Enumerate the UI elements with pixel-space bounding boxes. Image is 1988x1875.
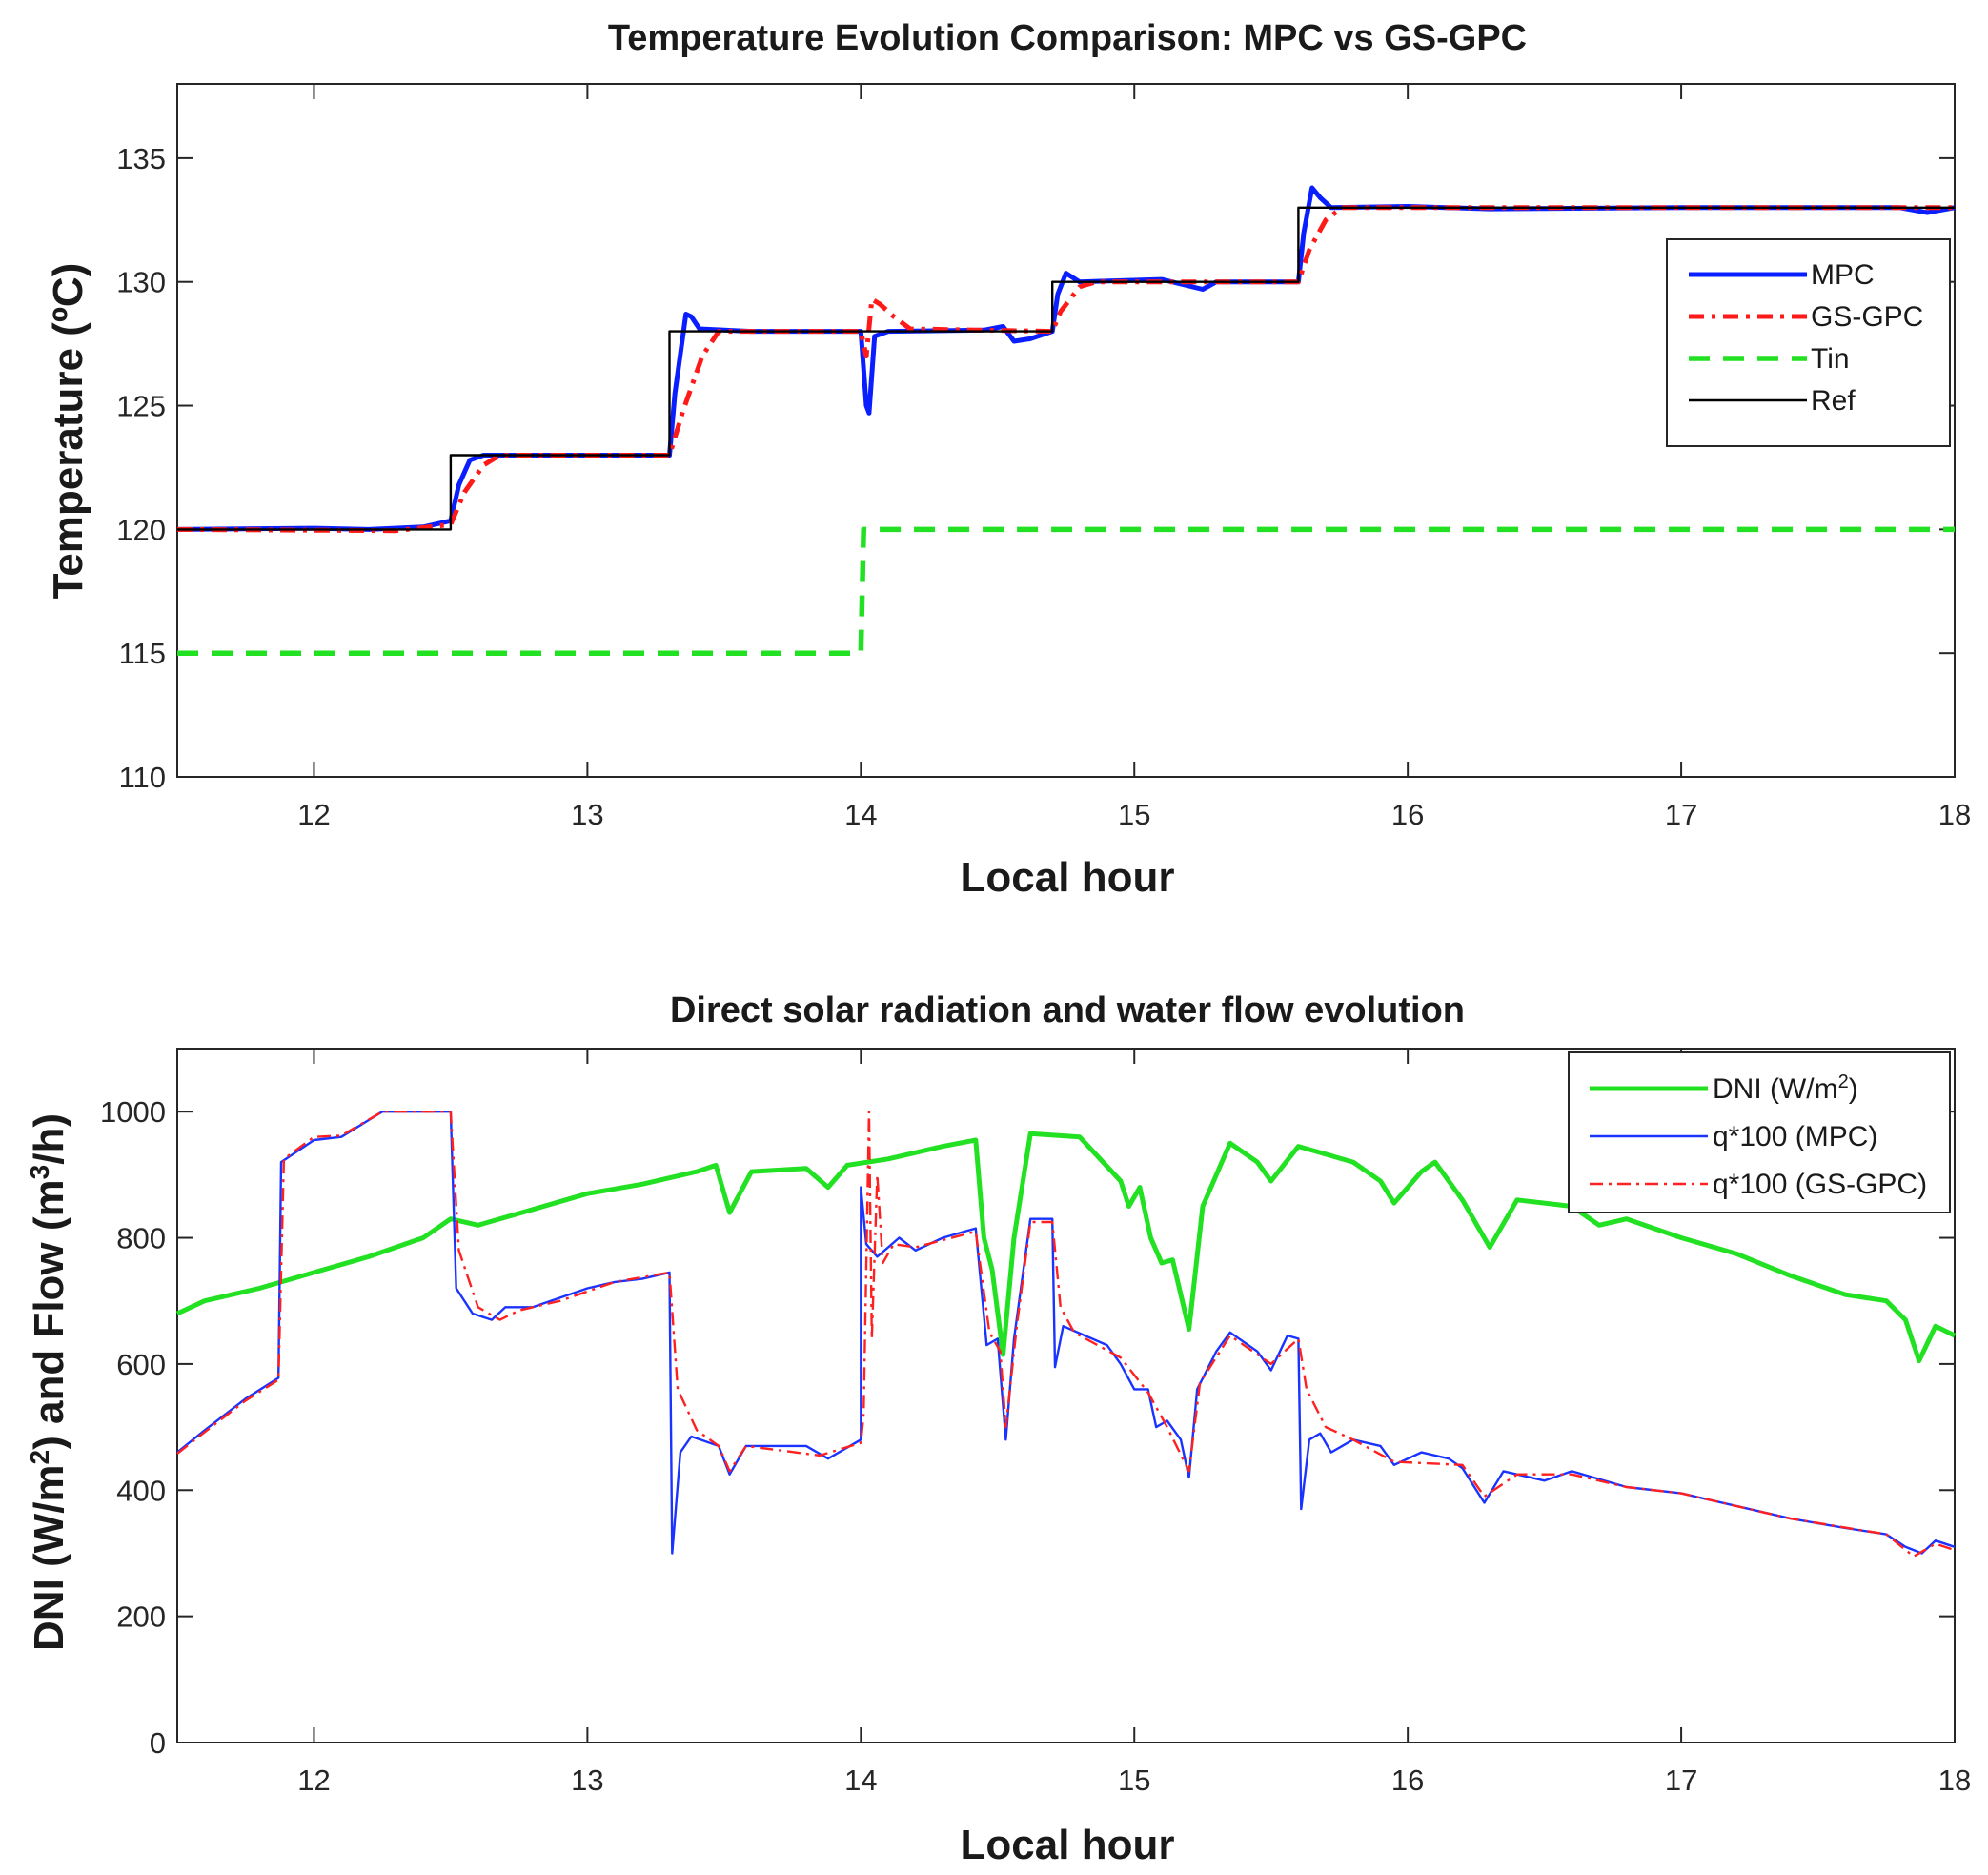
temperature-chart: Temperature Evolution Comparison: MPC vs… (45, 18, 1971, 901)
x-tick-label: 14 (844, 1763, 877, 1797)
y-tick-label: 400 (116, 1474, 166, 1507)
x-tick-label: 15 (1118, 1763, 1150, 1797)
series-lines (175, 1110, 1957, 1559)
y-axis-label-part: DNI (W/m (26, 1464, 72, 1651)
legend-label: q*100 (MPC) (1713, 1121, 1877, 1152)
y-tick-label: 110 (119, 761, 166, 794)
legend-label-base: DNI (W/m (1713, 1073, 1838, 1105)
x-tick-label: 13 (571, 798, 603, 831)
series-line-ref (177, 206, 1955, 531)
y-tick-label: 600 (116, 1348, 166, 1381)
legend-label-base: q*100 (MPC) (1713, 1121, 1877, 1152)
y-tick-label: 115 (119, 637, 166, 670)
y-tick-label: 125 (116, 390, 166, 423)
legend-label: Tin (1811, 343, 1850, 375)
y-axis-label-part: ) and Flow (m (26, 1179, 72, 1450)
x-tick-label: 18 (1938, 1763, 1971, 1797)
plot-area (176, 83, 1956, 778)
legend: DNI (W/m2) q*100 (MPC) q*100 (GS-GPC) (1568, 1051, 1951, 1213)
x-tick-label: 17 (1665, 1763, 1697, 1797)
y-axis-label: DNI (W/m2) and Flow (m3/h) (25, 1113, 73, 1651)
legend-label-base: q*100 (GS-GPC) (1713, 1169, 1927, 1200)
x-axis-label: Local hour (961, 1822, 1175, 1868)
y-tick-label: 135 (116, 142, 166, 175)
x-tick-label: 14 (844, 798, 877, 831)
x-axis: 12 13 14 15 16 17 18 (297, 1049, 1971, 1797)
y-axis-label: Temperature (ºC) (45, 263, 91, 600)
y-tick-label: 130 (116, 266, 166, 299)
legend-label-tail: ) (1849, 1073, 1858, 1105)
legend-label: q*100 (GS-GPC) (1713, 1169, 1927, 1200)
series-line-dni (175, 1131, 1957, 1364)
series-line-q-100-mpc (176, 1110, 1956, 1555)
y-axis: 0 200 400 600 800 1000 (100, 1095, 1955, 1760)
y-tick-label: 1000 (100, 1095, 166, 1129)
y-axis-label-superscript: 2 (25, 1450, 54, 1465)
chart-title: Direct solar radiation and water flow ev… (670, 990, 1465, 1030)
y-tick-label: 200 (116, 1600, 166, 1634)
x-tick-label: 13 (571, 1763, 603, 1797)
legend-label: MPC (1811, 259, 1875, 291)
x-tick-label: 16 (1391, 1763, 1424, 1797)
y-tick-label: 0 (150, 1726, 166, 1760)
radiation-flow-chart: Direct solar radiation and water flow ev… (25, 990, 1972, 1868)
y-tick-label: 120 (116, 513, 166, 546)
y-axis-label-superscript: 3 (25, 1165, 54, 1180)
legend-box (1666, 238, 1951, 447)
legend-label: Ref (1811, 385, 1856, 417)
series-line-tin (177, 526, 1955, 656)
chart-title: Temperature Evolution Comparison: MPC vs… (608, 18, 1527, 58)
y-tick-label: 800 (116, 1222, 166, 1255)
x-axis-label: Local hour (961, 854, 1175, 901)
x-tick-label: 12 (297, 1763, 330, 1797)
x-axis: 12 13 14 15 16 17 18 (297, 84, 1971, 831)
x-tick-label: 16 (1391, 798, 1424, 831)
series-line-q-100-gs-gpc (176, 1110, 1956, 1559)
legend: MPC GS-GPC Tin Ref (1666, 238, 1951, 447)
legend-box (1568, 1051, 1951, 1213)
y-axis-label-part: /h) (26, 1113, 72, 1165)
legend-label: DNI (W/m2) (1713, 1071, 1858, 1105)
legend-label: GS-GPC (1811, 301, 1923, 333)
x-tick-label: 15 (1118, 798, 1150, 831)
legend-label-superscript: 2 (1838, 1071, 1849, 1092)
x-tick-label: 17 (1665, 798, 1697, 831)
series-lines (176, 185, 1956, 656)
x-tick-label: 12 (297, 798, 330, 831)
x-tick-label: 18 (1938, 798, 1971, 831)
